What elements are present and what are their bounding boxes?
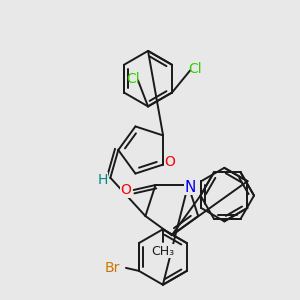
Text: N: N <box>184 179 196 194</box>
Text: CH₃: CH₃ <box>151 244 174 258</box>
Text: Br: Br <box>104 261 120 275</box>
Text: Cl: Cl <box>126 72 140 86</box>
Text: Cl: Cl <box>188 62 202 76</box>
Text: O: O <box>120 183 131 197</box>
Text: H: H <box>97 173 108 187</box>
Text: O: O <box>165 154 176 169</box>
